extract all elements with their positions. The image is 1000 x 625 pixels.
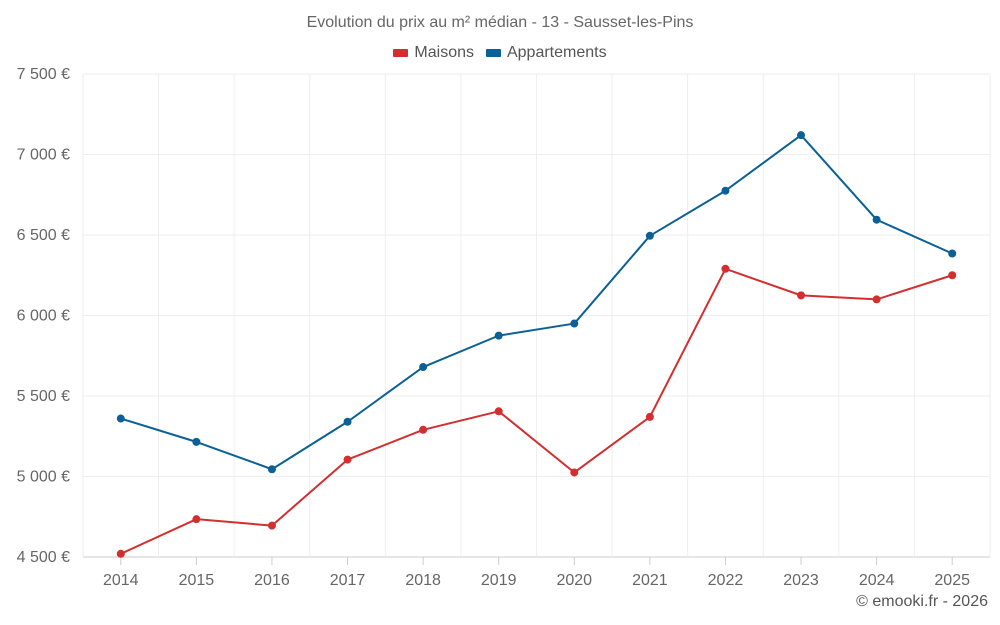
x-tick-label: 2023 [783, 572, 819, 589]
data-point-maisons [419, 425, 428, 434]
x-tick-label: 2019 [481, 572, 517, 589]
y-tick-label: 6 500 € [17, 227, 70, 244]
series-line-maisons [119, 267, 954, 555]
y-tick-label: 6 000 € [17, 308, 70, 325]
data-point-appartements [721, 186, 730, 195]
x-tick-label: 2025 [934, 572, 970, 589]
data-point-maisons [570, 468, 579, 477]
data-point-maisons [948, 271, 957, 280]
legend-swatch-maisons [393, 49, 409, 57]
data-point-appartements [419, 363, 428, 372]
data-point-appartements [645, 231, 654, 240]
data-point-maisons [267, 521, 276, 530]
data-point-appartements [116, 414, 125, 423]
legend-item-maisons[interactable]: Maisons [393, 44, 474, 62]
legend: Maisons Appartements [0, 44, 1000, 62]
x-tick-label: 2014 [103, 572, 139, 589]
legend-label-appartements: Appartements [506, 44, 607, 61]
footer-credit: © emooki.fr - 2026 [856, 593, 988, 610]
data-point-appartements [494, 331, 503, 340]
data-point-maisons [116, 549, 125, 558]
data-point-maisons [494, 407, 503, 416]
data-point-maisons [872, 295, 881, 304]
x-tick-label: 2018 [405, 572, 441, 589]
data-point-appartements [872, 215, 881, 224]
data-point-maisons [645, 412, 654, 421]
x-tick-label: 2020 [556, 572, 592, 589]
data-point-appartements [192, 437, 201, 446]
data-point-appartements [343, 417, 352, 426]
data-point-maisons [192, 515, 201, 524]
x-tick-label: 2016 [254, 572, 290, 589]
chart-title: Evolution du prix au m² médian - 13 - Sa… [306, 14, 694, 31]
data-point-appartements [267, 465, 276, 474]
data-point-maisons [797, 291, 806, 300]
x-tick-label: 2024 [859, 572, 895, 589]
y-tick-label: 7 000 € [17, 147, 70, 164]
y-tick-label: 4 500 € [17, 549, 70, 566]
x-tick-label: 2022 [708, 572, 744, 589]
y-tick-label: 5 500 € [17, 388, 70, 405]
data-point-maisons [721, 264, 730, 273]
x-tick-label: 2015 [179, 572, 215, 589]
y-tick-label: 7 500 € [17, 66, 70, 83]
x-tick-label: 2017 [330, 572, 366, 589]
series-points [116, 131, 957, 558]
series-line-appartements [119, 134, 954, 471]
data-point-appartements [948, 249, 957, 258]
series-lines [119, 134, 954, 555]
data-point-appartements [570, 319, 579, 328]
y-tick-label: 5 000 € [17, 469, 70, 486]
legend-item-appartements[interactable]: Appartements [485, 44, 607, 62]
legend-swatch-appartements [485, 49, 501, 57]
axes: 4 500 € 5 000 € 5 500 € 6 000 € 6 500 € 7 000… [17, 66, 970, 589]
data-point-maisons [343, 455, 352, 464]
x-tick-label: 2021 [632, 572, 668, 589]
data-point-appartements [797, 131, 806, 140]
legend-label-maisons: Maisons [414, 44, 474, 61]
grid [82, 73, 991, 558]
